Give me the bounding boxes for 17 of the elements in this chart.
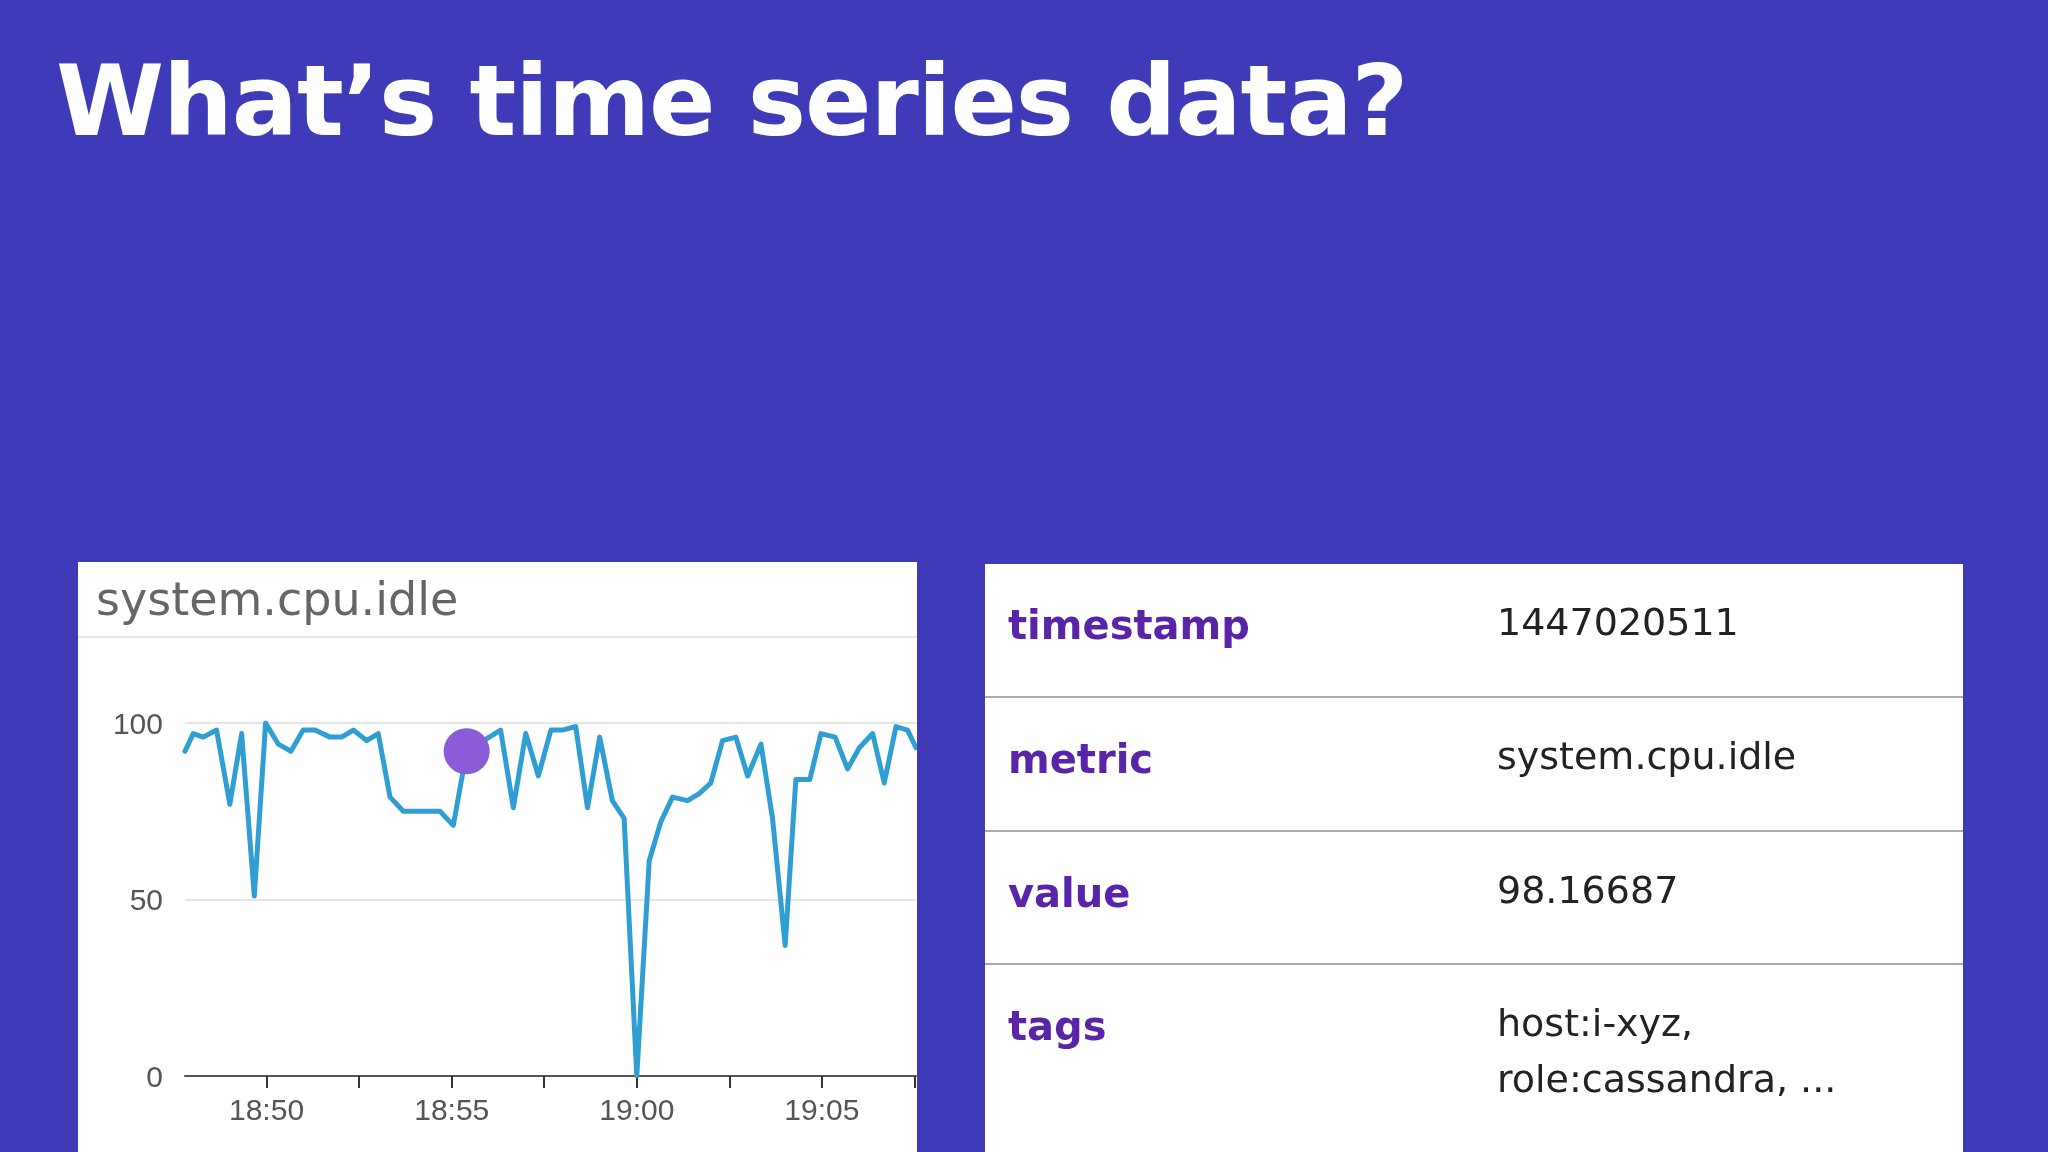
text: timestamp xyxy=(1008,602,1250,648)
text: value xyxy=(1008,870,1131,916)
x-tick-label: 19:00 xyxy=(599,1092,675,1126)
text: host:i-xyz, role:cassandra, ... xyxy=(1497,1000,1837,1103)
y-tick-label: 0 xyxy=(146,1059,163,1093)
x-tick-label: 18:50 xyxy=(228,1092,305,1126)
y-tick-label: 50 xyxy=(129,883,163,916)
text: 1447020511 xyxy=(1497,599,1739,646)
x-tick-label: 19:05 xyxy=(784,1092,860,1126)
text: metric xyxy=(1008,736,1154,782)
text: tags xyxy=(1008,1003,1107,1049)
y-tick-label: 100 xyxy=(112,706,163,740)
text: What’s time series data? xyxy=(56,44,1408,158)
chart-title: system.cpu.idle xyxy=(96,572,459,626)
text: system.cpu.idle xyxy=(1497,733,1797,780)
x-tick-label: 18:55 xyxy=(414,1092,490,1126)
text: 98.16687 xyxy=(1497,867,1679,914)
